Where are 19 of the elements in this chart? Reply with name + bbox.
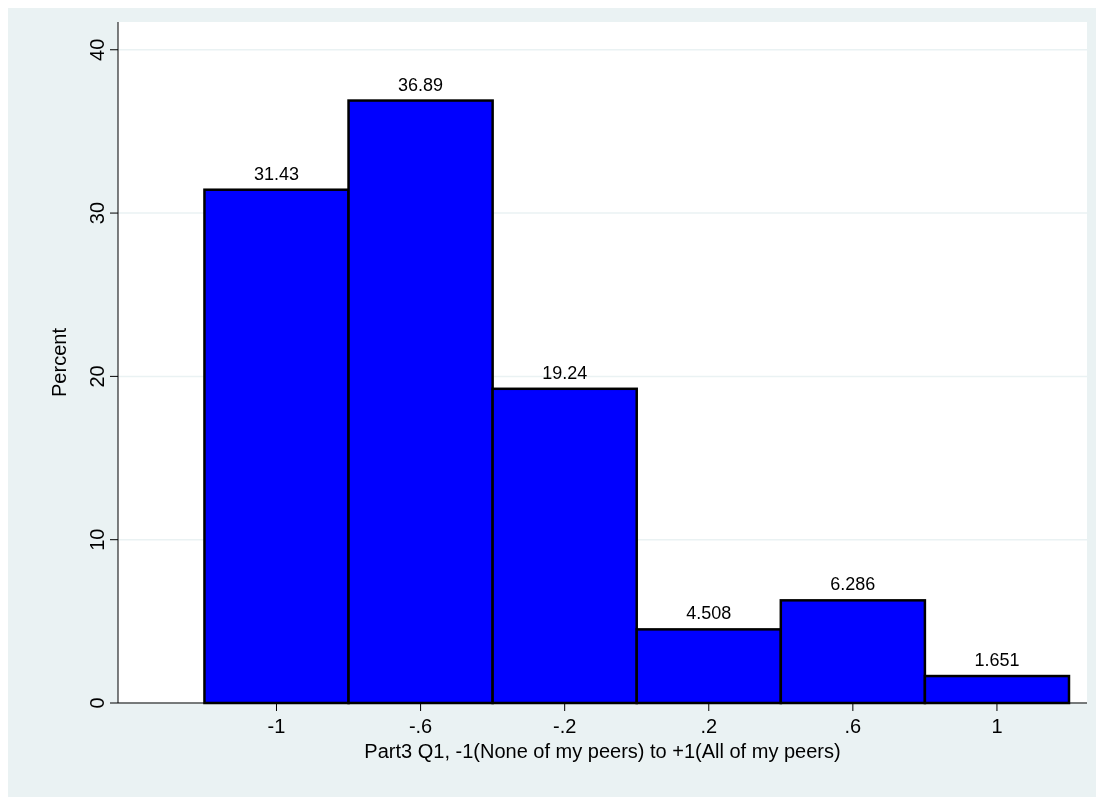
data-label: 31.43 xyxy=(253,163,300,184)
data-label: 19.24 xyxy=(542,362,588,383)
x-tick-label: -.6 xyxy=(408,715,433,737)
y-tick-label: 20 xyxy=(86,365,108,388)
y-axis-title: Percent xyxy=(48,327,70,397)
y-tick-label: 30 xyxy=(86,201,108,225)
data-label: 36.89 xyxy=(398,74,444,95)
x-tick-label: .2 xyxy=(700,715,718,737)
data-label: 4.508 xyxy=(686,603,732,624)
y-tick-label: 0 xyxy=(86,697,108,709)
x-tick-label: -.2 xyxy=(553,715,577,737)
x-tick-label: 1 xyxy=(991,715,1003,737)
x-axis-title: Part3 Q1, -1(None of my peers) to +1(All of my peers) xyxy=(364,740,841,762)
data-label: 1.651 xyxy=(974,650,1020,671)
data-label: 6.286 xyxy=(830,574,876,595)
y-tick-label: 40 xyxy=(86,38,108,61)
x-tick-label: -1 xyxy=(267,715,286,737)
x-tick-label: .6 xyxy=(844,715,862,737)
y-tick-label: 10 xyxy=(86,528,108,551)
